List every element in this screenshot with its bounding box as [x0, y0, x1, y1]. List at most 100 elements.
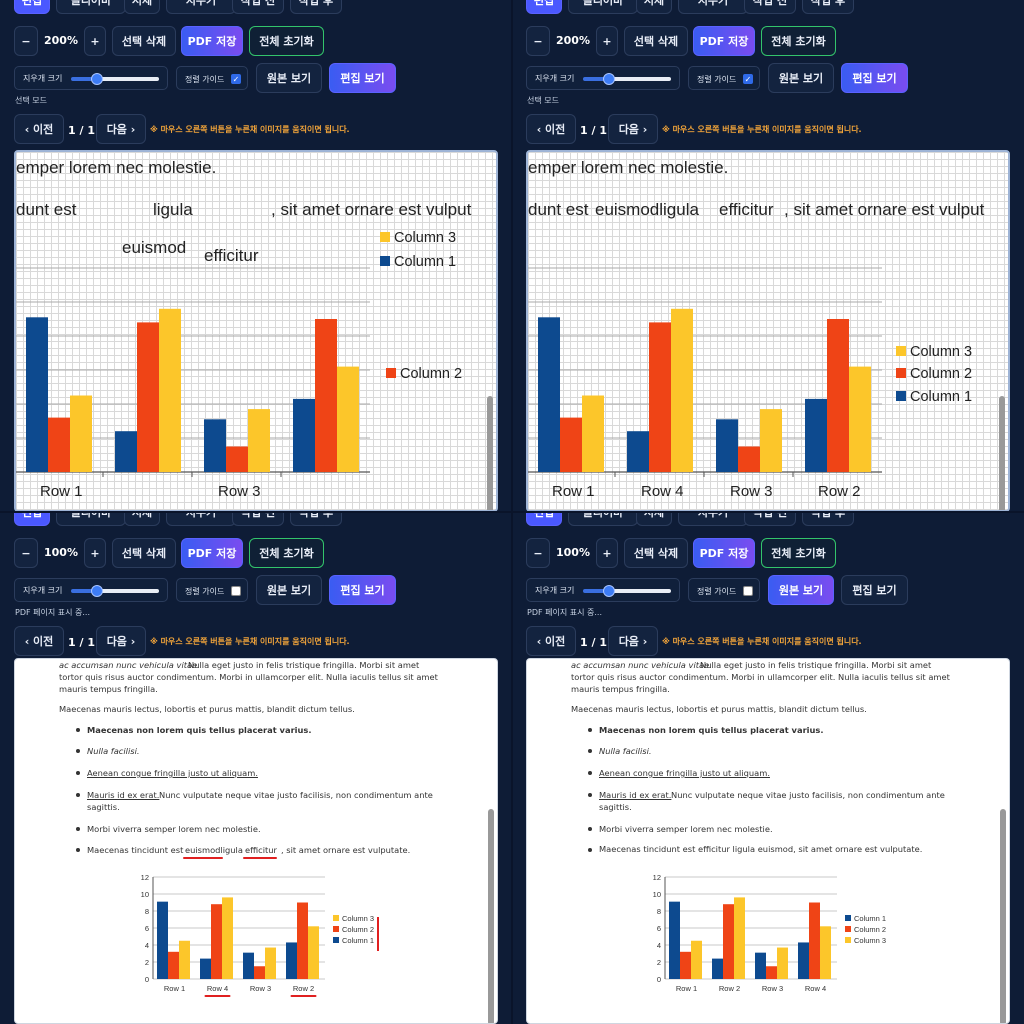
top-tab-2[interactable]: 서체: [124, 0, 160, 14]
zoom-out-button[interactable]: −: [14, 26, 38, 56]
top-tab-4[interactable]: 작업 전: [744, 512, 796, 526]
bar-column-2-row-4: [211, 904, 222, 979]
viewer-scrollbar[interactable]: [487, 396, 493, 510]
zoom-in-button[interactable]: +: [84, 26, 106, 56]
original-view-button[interactable]: 원본 보기: [256, 63, 322, 93]
top-tab-2[interactable]: 서체: [636, 0, 672, 14]
eraser-size-control: 지우개 크기: [526, 66, 680, 90]
reset-all-button[interactable]: 전체 초기화: [761, 26, 836, 56]
save-pdf-button[interactable]: PDF 저장: [693, 538, 755, 568]
zoom-out-button[interactable]: −: [526, 538, 550, 568]
top-tab-5[interactable]: 작업 후: [802, 512, 854, 526]
edit-view-button[interactable]: 편집 보기: [841, 63, 908, 93]
delete-selection-button[interactable]: 선택 삭제: [112, 26, 176, 56]
doc-line-2c[interactable]: , sit amet ornare est vulput: [271, 200, 472, 219]
alignment-guide-checkbox[interactable]: ✓: [743, 74, 753, 84]
document-viewer[interactable]: emper lorem nec molestie. dunt est euismod…: [526, 150, 1010, 512]
top-tab-0[interactable]: 편집: [14, 512, 50, 526]
word-efficitur[interactable]: efficitur: [204, 246, 259, 265]
word-ligula[interactable]: ligula: [153, 200, 193, 219]
save-pdf-button[interactable]: PDF 저장: [693, 26, 755, 56]
top-tab-4[interactable]: 작업 전: [232, 0, 284, 14]
top-tab-0[interactable]: 편집: [526, 0, 562, 14]
embedded-chart[interactable]: 0 2 4 6 8 10 12 Row 1 Row 4 Row 3 Row 2 Column 3 Col…: [15, 659, 498, 1024]
next-page-button[interactable]: 다음 ›: [96, 626, 146, 656]
top-tab-1[interactable]: 클리어바: [56, 0, 126, 14]
viewer-scrollbar[interactable]: [1000, 809, 1006, 1023]
top-tab-1[interactable]: 클리어바: [568, 0, 638, 14]
delete-selection-button[interactable]: 선택 삭제: [112, 538, 176, 568]
word-euismodligula[interactable]: euismodligula: [595, 200, 699, 219]
top-tab-2[interactable]: 서체: [636, 512, 672, 526]
original-view-button[interactable]: 원본 보기: [768, 575, 834, 605]
bullet-dot: [76, 848, 80, 852]
prev-page-button[interactable]: ‹ 이전: [14, 626, 64, 656]
top-tab-4[interactable]: 작업 전: [232, 512, 284, 526]
eraser-slider-handle[interactable]: [603, 73, 615, 85]
top-tab-5[interactable]: 작업 후: [290, 512, 342, 526]
legend-label: Column 1: [394, 254, 456, 270]
bar-column-1-row-4: [115, 431, 137, 472]
document-viewer[interactable]: ac accumsan nunc vehicula vitae. Nulla e…: [526, 658, 1010, 1024]
zoom-out-button[interactable]: −: [14, 538, 38, 568]
original-view-button[interactable]: 원본 보기: [768, 63, 834, 93]
top-tab-3[interactable]: 지우기: [166, 512, 236, 526]
legend-swatch: [896, 368, 906, 378]
viewer-scrollbar[interactable]: [488, 809, 494, 1023]
top-tab-0[interactable]: 편집: [14, 0, 50, 14]
doc-line-2d[interactable]: , sit amet ornare est vulput: [784, 200, 985, 219]
document-viewer[interactable]: ac accumsan nunc vehicula vitae. Nulla e…: [14, 658, 498, 1024]
top-tab-5[interactable]: 작업 후: [802, 0, 854, 14]
viewer-scrollbar[interactable]: [999, 396, 1005, 510]
zoom-in-button[interactable]: +: [596, 538, 618, 568]
document-viewer[interactable]: emper lorem nec molestie. dunt est ligula,…: [14, 150, 498, 512]
eraser-slider-handle[interactable]: [91, 73, 103, 85]
reset-all-button[interactable]: 전체 초기화: [249, 26, 324, 56]
doc-line-2a[interactable]: dunt est: [528, 200, 589, 219]
embedded-chart[interactable]: 0 2 4 6 8 10 12 Row 1 Row 2 Row 3 Row 4 Column 1 Col…: [527, 659, 1010, 1024]
top-tab-3[interactable]: 지우기: [678, 512, 748, 526]
prev-page-button[interactable]: ‹ 이전: [526, 114, 576, 144]
reset-all-button[interactable]: 전체 초기화: [249, 538, 324, 568]
word-efficitur[interactable]: efficitur: [719, 200, 774, 219]
edit-view-button[interactable]: 편집 보기: [329, 575, 396, 605]
delete-selection-button[interactable]: 선택 삭제: [624, 26, 688, 56]
next-page-button[interactable]: 다음 ›: [96, 114, 146, 144]
save-pdf-button[interactable]: PDF 저장: [181, 26, 243, 56]
alignment-guide-checkbox[interactable]: [743, 586, 753, 596]
alignment-guide-label: 정렬 가이드: [697, 587, 737, 596]
top-tab-1[interactable]: 클리어바: [568, 512, 638, 526]
top-tab-3[interactable]: 지우기: [166, 0, 236, 14]
doc-line-2a[interactable]: dunt est: [16, 200, 77, 219]
next-page-button[interactable]: 다음 ›: [608, 626, 658, 656]
alignment-guide-checkbox[interactable]: [231, 586, 241, 596]
eraser-slider-handle[interactable]: [91, 585, 103, 597]
y-tick-label: 2: [145, 958, 149, 967]
list-item-4-b: Nunc vulputate neque vitae justo facilis…: [159, 790, 433, 800]
zoom-in-button[interactable]: +: [84, 538, 106, 568]
word-euismod[interactable]: euismod: [122, 238, 187, 257]
zoomed-chart[interactable]: Row 1 Row 3 Column 3 Column 1 Column 2: [16, 152, 498, 512]
top-tab-1[interactable]: 클리어바: [56, 512, 126, 526]
zoomed-chart[interactable]: Row 1 Row 4 Row 3 Row 2 Column 3 Column 2 Colu…: [528, 152, 1010, 512]
top-tab-4[interactable]: 작업 전: [744, 0, 796, 14]
reset-all-button[interactable]: 전체 초기화: [761, 538, 836, 568]
save-pdf-button[interactable]: PDF 저장: [181, 538, 243, 568]
top-tab-3[interactable]: 지우기: [678, 0, 748, 14]
top-tab-0[interactable]: 편집: [526, 512, 562, 526]
zoom-in-button[interactable]: +: [596, 26, 618, 56]
edit-view-button[interactable]: 편집 보기: [841, 575, 908, 605]
original-view-button[interactable]: 원본 보기: [256, 575, 322, 605]
prev-page-button[interactable]: ‹ 이전: [14, 114, 64, 144]
zoom-out-button[interactable]: −: [526, 26, 550, 56]
prev-page-button[interactable]: ‹ 이전: [526, 626, 576, 656]
top-tab-5[interactable]: 작업 후: [290, 0, 342, 14]
delete-selection-button[interactable]: 선택 삭제: [624, 538, 688, 568]
alignment-guide-checkbox[interactable]: ✓: [231, 74, 241, 84]
edit-view-button[interactable]: 편집 보기: [329, 63, 396, 93]
next-page-button[interactable]: 다음 ›: [608, 114, 658, 144]
top-tab-2[interactable]: 서체: [124, 512, 160, 526]
x-tick-label: Row 3: [762, 984, 783, 993]
eraser-slider-handle[interactable]: [603, 585, 615, 597]
